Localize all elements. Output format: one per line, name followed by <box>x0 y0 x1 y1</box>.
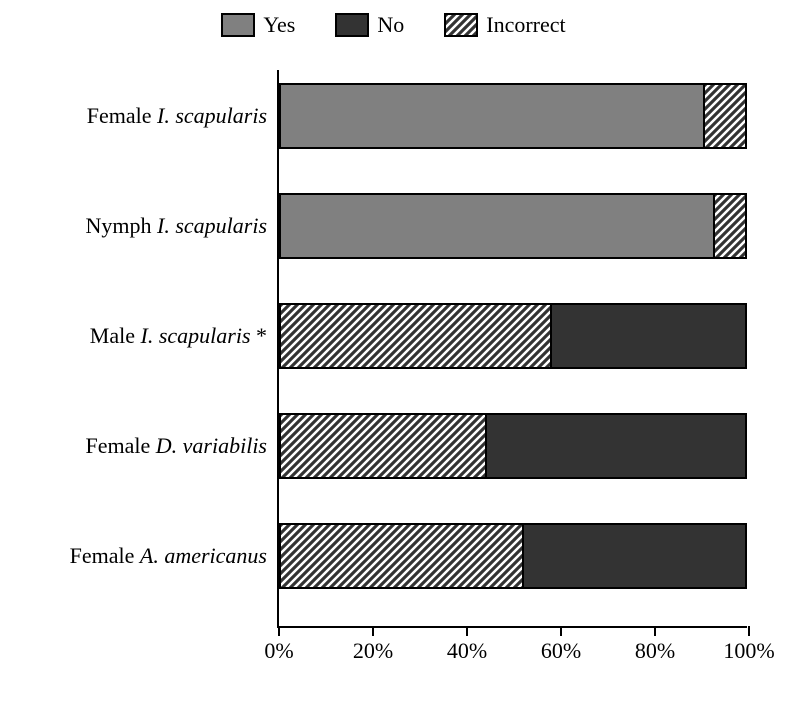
bar-segment-no <box>522 525 745 587</box>
bar-segment-incorrect <box>281 305 550 367</box>
bar-segment-incorrect <box>281 415 485 477</box>
legend-label-no: No <box>377 12 404 38</box>
bar-row: Nymph I. scapularis <box>279 193 747 259</box>
bar-segment-no <box>485 415 745 477</box>
category-label: Male I. scapularis * <box>90 325 279 347</box>
plot-area: 0%20%40%60%80%100%Female I. scapularisNy… <box>277 70 747 628</box>
x-tick-label: 60% <box>541 626 581 664</box>
legend: Yes No Incorrect <box>0 0 787 38</box>
bar-segment-no <box>550 305 745 367</box>
category-label: Female I. scapularis <box>87 105 279 127</box>
bar-segment-incorrect <box>281 525 522 587</box>
bar-row: Female I. scapularis <box>279 83 747 149</box>
x-tick-label: 80% <box>635 626 675 664</box>
bar-track <box>279 523 747 589</box>
bar-segment-incorrect <box>703 85 745 147</box>
x-tick-label: 40% <box>447 626 487 664</box>
bar-track <box>279 413 747 479</box>
legend-item-incorrect: Incorrect <box>444 12 565 38</box>
x-tick-label: 100% <box>723 626 774 664</box>
bar-row: Male I. scapularis * <box>279 303 747 369</box>
stacked-bar-chart: YesNoIncorrect0%20%40%60%80%100%Female I… <box>0 0 787 701</box>
bar-row: Female A. americanus <box>279 523 747 589</box>
bar-track <box>279 303 747 369</box>
bar-track <box>279 83 747 149</box>
bar-segment-yes <box>281 85 703 147</box>
bar-segment-incorrect <box>713 195 745 257</box>
x-tick-label: 0% <box>264 626 293 664</box>
legend-item-no: No <box>335 12 404 38</box>
x-tick-label: 20% <box>353 626 393 664</box>
bar-segment-yes <box>281 195 713 257</box>
category-label: Female D. variabilis <box>86 435 280 457</box>
category-label: Female A. americanus <box>70 545 279 567</box>
bar-track <box>279 193 747 259</box>
legend-item-yes: Yes <box>221 12 295 38</box>
legend-label-yes: Yes <box>263 12 295 38</box>
legend-swatch-yes <box>221 13 255 37</box>
legend-swatch-incorrect <box>444 13 478 37</box>
category-label: Nymph I. scapularis <box>86 215 280 237</box>
legend-label-incorrect: Incorrect <box>486 12 565 38</box>
legend-swatch-no <box>335 13 369 37</box>
bar-row: Female D. variabilis <box>279 413 747 479</box>
